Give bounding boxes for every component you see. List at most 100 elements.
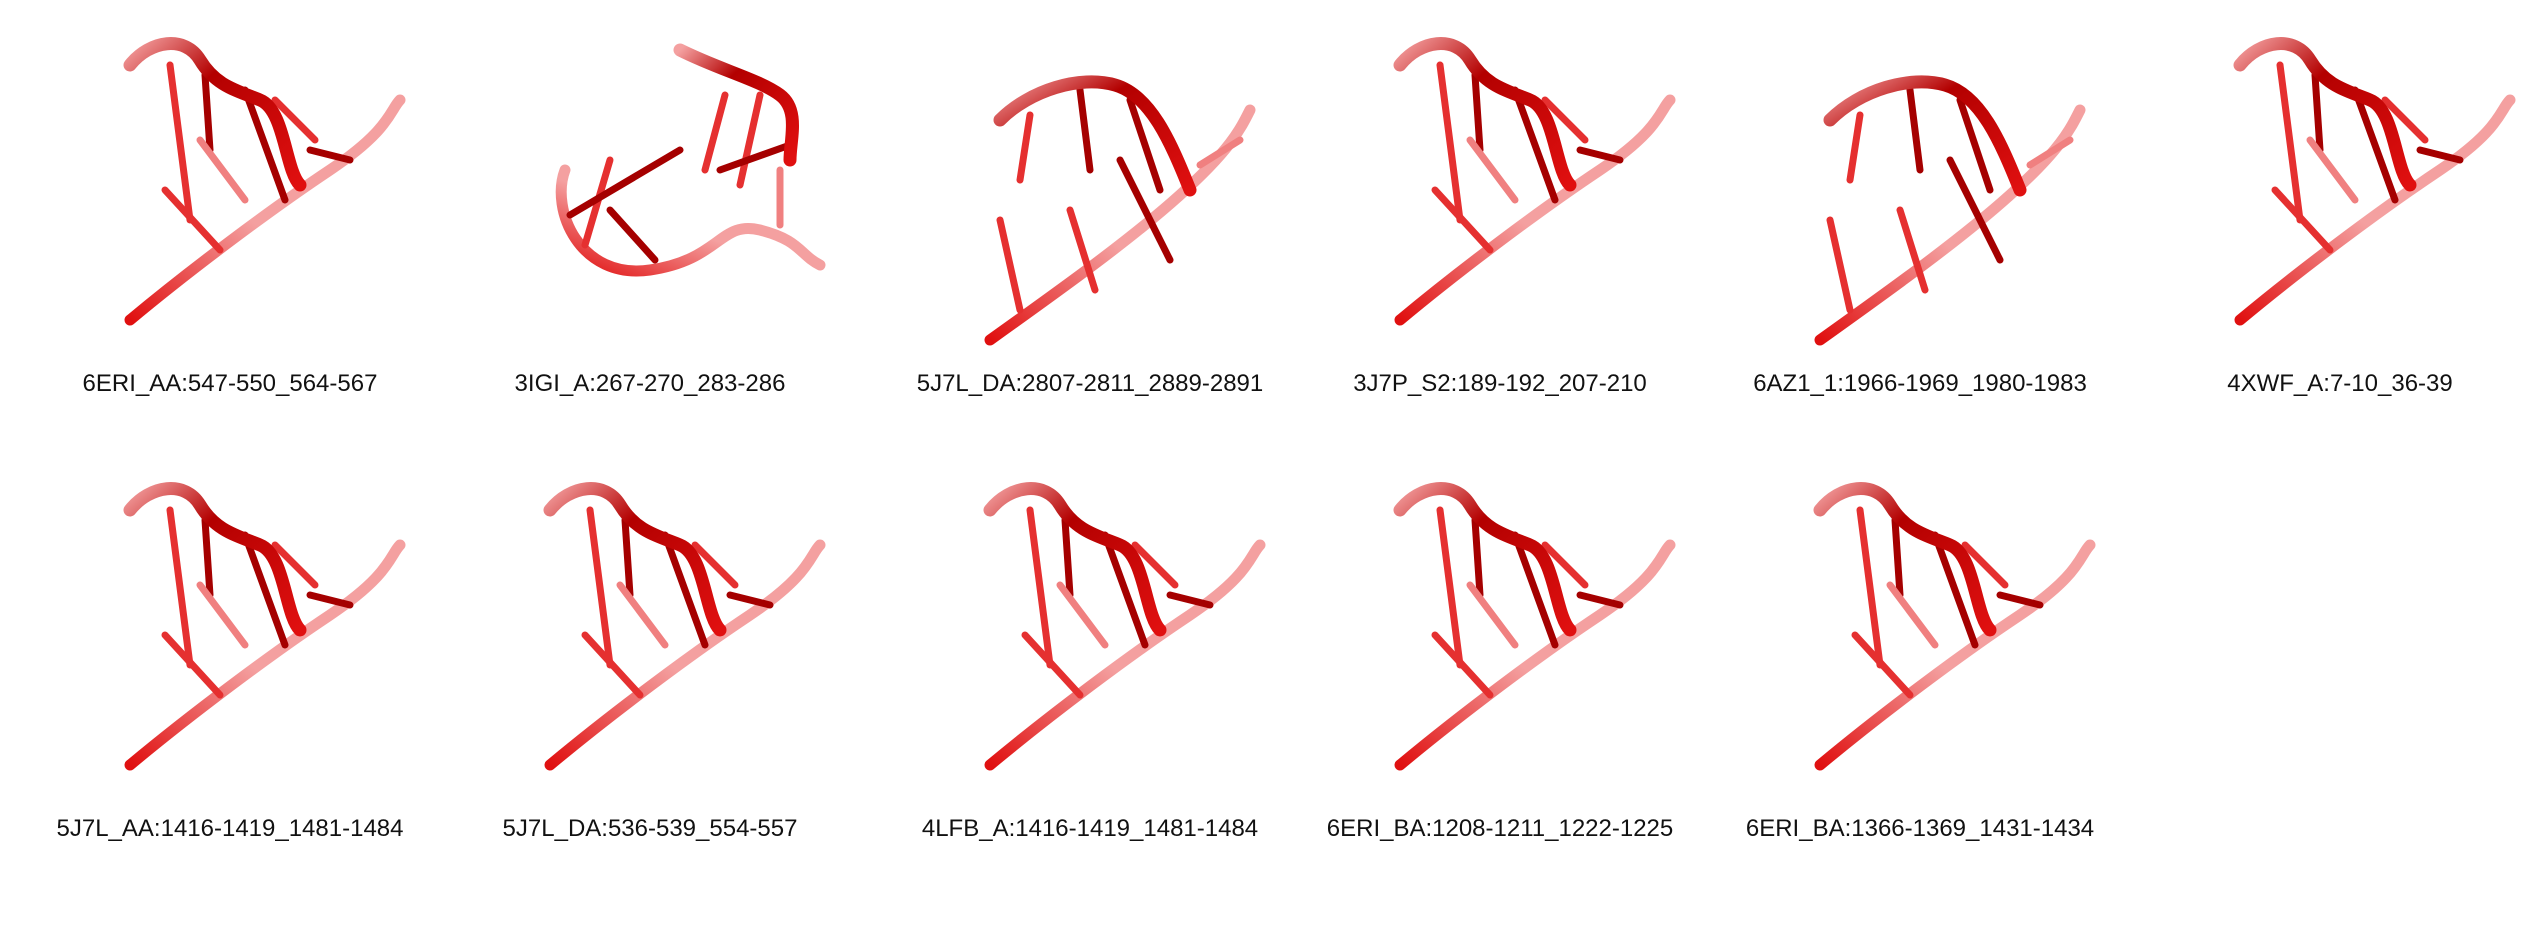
base-stick [1961, 541, 2009, 589]
base-stick [716, 141, 794, 174]
backbone-strand-rear [1814, 104, 2086, 346]
base-stick [1471, 71, 1484, 154]
base-stick [1471, 516, 1484, 599]
backbone-strand-front [123, 37, 307, 192]
backbone-strand-rear [1394, 539, 1676, 771]
structure-panel: 4LFB_A:1416-1419_1481-1484 [870, 445, 1310, 885]
base-stick [1826, 216, 1854, 314]
base-stick [271, 96, 319, 144]
base-stick [196, 136, 249, 204]
base-stick [161, 631, 224, 699]
structure-panel: 6ERI_BA:1208-1211_1222-1225 [1280, 445, 1720, 885]
base-stick [1466, 136, 1519, 204]
rna-structure-render [123, 37, 406, 326]
rna-structure-render [983, 482, 1266, 771]
structure-label: 3IGI_A:267-270_283-286 [514, 370, 786, 397]
structure-panel: 6AZ1_1:1966-1969_1980-1983 [1700, 0, 2140, 440]
base-stick [621, 516, 634, 599]
backbone-strand-front [983, 482, 1167, 637]
base-stick [241, 86, 289, 204]
structure-panel: 5J7L_DA:536-539_554-557 [430, 445, 870, 885]
base-stick [701, 91, 729, 174]
base-stick [166, 61, 194, 224]
base-stick [661, 531, 709, 649]
backbone-strand-front [2233, 37, 2417, 192]
base-stick [1131, 541, 1179, 589]
base-stick [1126, 96, 1164, 194]
structure-panel: 6ERI_AA:547-550_564-567 [10, 0, 450, 440]
base-stick [1016, 111, 1034, 184]
backbone-strand-front [543, 482, 727, 637]
base-stick [1066, 206, 1099, 294]
base-stick [1891, 516, 1904, 599]
base-stick [581, 631, 644, 699]
rna-structure-render [1814, 75, 2086, 346]
backbone-strand-rear [1394, 94, 1676, 326]
base-stick [1436, 61, 1464, 224]
base-stick [1906, 86, 1924, 174]
base-stick [306, 591, 354, 609]
base-stick [616, 581, 669, 649]
base-stick [1886, 581, 1939, 649]
backbone-strand-rear [544, 539, 826, 771]
base-stick [1541, 541, 1589, 589]
base-stick [166, 506, 194, 669]
base-stick [586, 506, 614, 669]
base-stick [2271, 186, 2334, 254]
structure-label: 3J7P_S2:189-192_207-210 [1353, 370, 1647, 397]
base-stick [1946, 156, 2004, 264]
rna-structure-render [543, 482, 826, 771]
base-stick [1436, 506, 1464, 669]
base-stick [1576, 146, 1624, 164]
base-stick [1166, 591, 1214, 609]
backbone-strand-rear [555, 164, 826, 277]
base-stick [1021, 631, 1084, 699]
base-stick [736, 91, 764, 189]
base-stick [1851, 631, 1914, 699]
structure-label: 5J7L_DA:536-539_554-557 [502, 815, 798, 842]
base-stick [606, 206, 659, 264]
backbone-strand-rear [2234, 94, 2516, 326]
base-stick [1026, 506, 1054, 669]
base-stick [201, 71, 214, 154]
base-stick [1996, 591, 2044, 609]
rna-structure-render [1393, 37, 1676, 326]
base-stick [1846, 111, 1864, 184]
base-stick [1511, 531, 1559, 649]
structure-label: 6AZ1_1:1966-1969_1980-1983 [1753, 370, 2087, 397]
backbone-strand-front [1813, 482, 1997, 637]
base-stick [2311, 71, 2324, 154]
backbone-strand-rear [984, 539, 1266, 771]
structure-panel: 5J7L_AA:1416-1419_1481-1484 [10, 445, 450, 885]
structure-panel: 5J7L_DA:2807-2811_2889-2891 [870, 0, 1310, 440]
backbone-strand-front [993, 75, 1197, 197]
base-stick [306, 146, 354, 164]
base-stick [1856, 506, 1884, 669]
structure-panel: 3IGI_A:267-270_283-286 [430, 0, 870, 440]
base-stick [1896, 206, 1929, 294]
rna-structure-render [984, 75, 1256, 346]
base-stick [2026, 136, 2074, 169]
rna-structure-render [1393, 482, 1676, 771]
backbone-strand-rear [984, 104, 1256, 346]
base-stick [2306, 136, 2359, 204]
structure-panel: 4XWF_A:7-10_36-39 [2120, 0, 2540, 440]
base-stick [996, 216, 1024, 314]
structure-panel: 6ERI_BA:1366-1369_1431-1434 [1700, 445, 2140, 885]
base-stick [1576, 591, 1624, 609]
rna-structure-render [1813, 482, 2096, 771]
base-stick [201, 516, 214, 599]
base-stick [1056, 581, 1109, 649]
base-stick [2276, 61, 2304, 224]
base-stick [1956, 96, 1994, 194]
backbone-strand-rear [124, 539, 406, 771]
rna-structure-render [555, 43, 826, 277]
base-stick [1061, 516, 1074, 599]
structure-label: 6ERI_AA:547-550_564-567 [82, 370, 378, 397]
structure-label: 5J7L_DA:2807-2811_2889-2891 [916, 370, 1264, 397]
structure-label: 4XWF_A:7-10_36-39 [2227, 370, 2453, 397]
structure-label: 4LFB_A:1416-1419_1481-1484 [921, 815, 1259, 842]
base-stick [2381, 96, 2429, 144]
structure-label: 6ERI_BA:1366-1369_1431-1434 [1745, 815, 2095, 842]
